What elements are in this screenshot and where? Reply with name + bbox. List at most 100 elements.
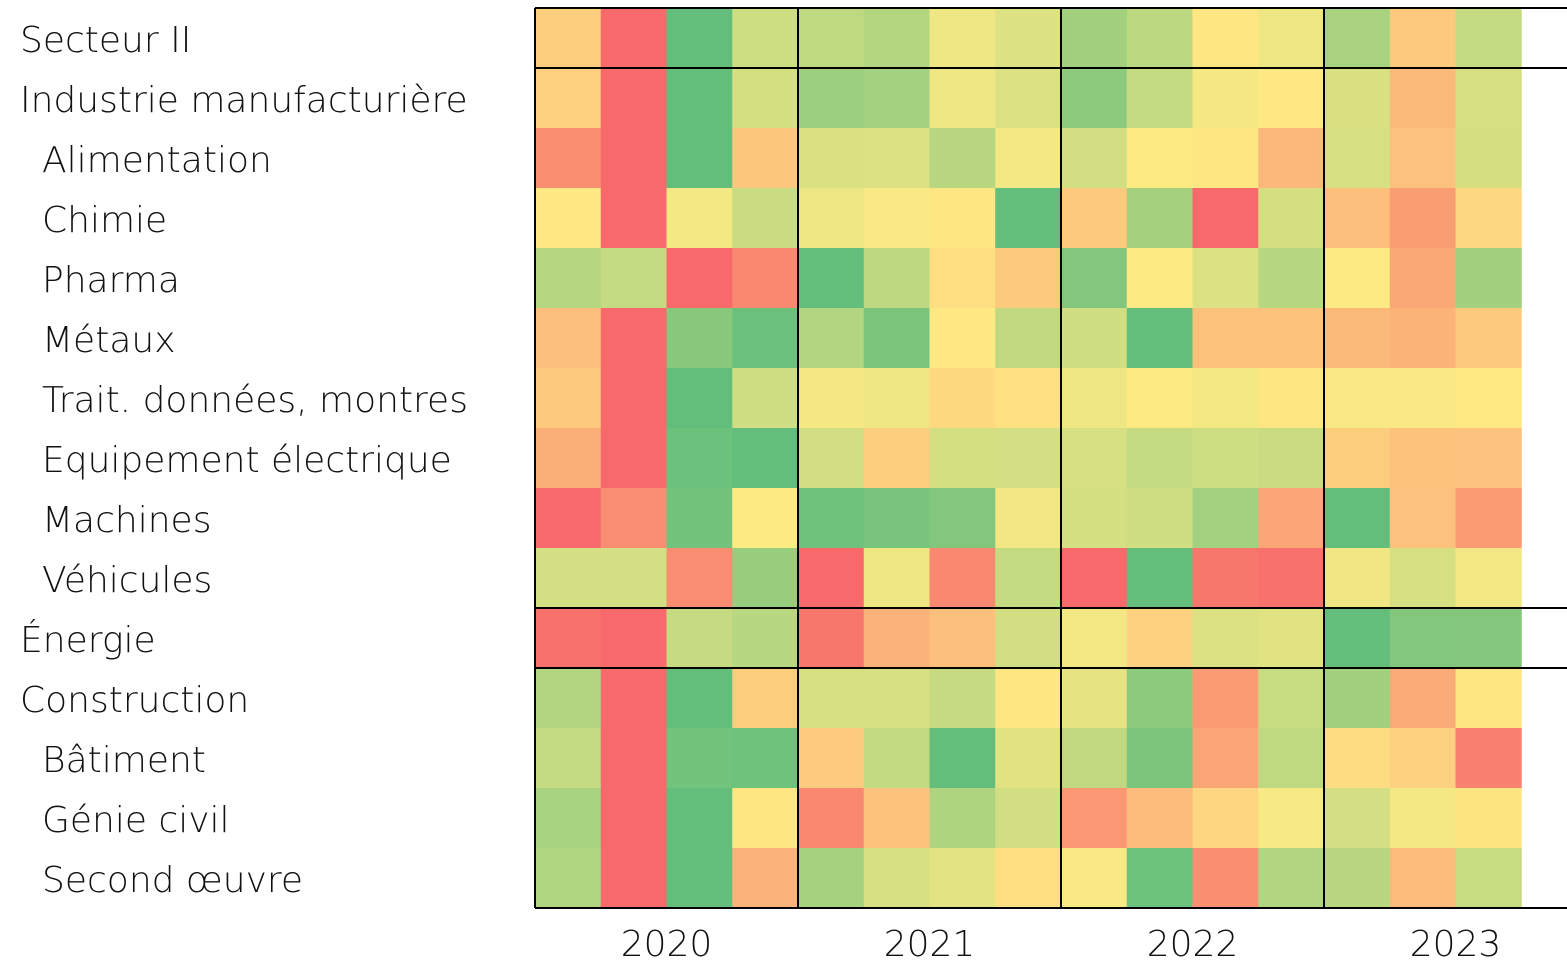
heatmap-cell [1192,668,1259,729]
heatmap-cell [732,788,799,849]
row-label: Equipement électrique [42,440,452,481]
heatmap-cell [929,68,996,129]
heatmap-cell [1324,488,1391,549]
heatmap-cell [995,548,1062,609]
heatmap-cell [1061,848,1128,909]
heatmap-cell [666,368,733,429]
heatmap-cell [600,8,667,69]
heatmap-cell [1061,68,1128,129]
heatmap-cell [666,8,733,69]
heatmap-cell [1126,8,1193,69]
heatmap-cell [666,128,733,189]
heatmap-cell [1258,308,1325,369]
heatmap-cell [1324,68,1391,129]
heatmap-cell [1389,728,1456,789]
heatmap-cell [995,848,1062,909]
heatmap-cell [1324,608,1391,669]
heatmap-cell [995,188,1062,249]
heatmap-cell [929,128,996,189]
heatmap-cell [535,548,602,609]
heatmap-cell [1192,8,1259,69]
heatmap-cell [1061,248,1128,309]
heatmap-cell [600,188,667,249]
heatmap-cell [535,848,602,909]
heatmap-cell [535,368,602,429]
heatmap-cell [535,8,602,69]
heatmap-cell [666,548,733,609]
heatmap-cell [600,68,667,129]
heatmap-cell [1258,548,1325,609]
heatmap-cell [798,428,865,489]
heatmap-cell [929,368,996,429]
heatmap-cell [1455,428,1522,489]
heatmap-cell [1324,848,1391,909]
heatmap-cell [600,848,667,909]
heatmap-cell [929,188,996,249]
heatmap-cell [798,668,865,729]
row-label: Pharma [42,260,180,301]
heatmap-cell [1324,128,1391,189]
heatmap-cell [798,308,865,369]
heatmap-cell [1192,68,1259,129]
heatmap-cell [1389,668,1456,729]
heatmap-cell [1389,608,1456,669]
heatmap-cell [1192,308,1259,369]
heatmap-cell [1192,368,1259,429]
heatmap-cell [929,848,996,909]
heatmap-cell [1126,368,1193,429]
heatmap-cell [1258,68,1325,129]
heatmap-cell [666,248,733,309]
heatmap-cell [666,428,733,489]
heatmap-cell [1192,728,1259,789]
heatmap-cell [1258,428,1325,489]
heatmap-cell [1061,728,1128,789]
heatmap-cell [732,728,799,789]
heatmap-cell [732,488,799,549]
heatmap-cell [1192,488,1259,549]
heatmap-cell [798,728,865,789]
heatmap-cell [732,368,799,429]
row-label: Alimentation [42,140,272,181]
heatmap-cell [1126,668,1193,729]
heatmap-cell [1389,68,1456,129]
heatmap-cell [929,608,996,669]
heatmap-cell [1324,788,1391,849]
heatmap-cell [1455,188,1522,249]
heatmap-cell [995,608,1062,669]
heatmap-cell [929,788,996,849]
heatmap-cell [1192,548,1259,609]
heatmap-cell [1192,188,1259,249]
row-label: Secteur II [20,20,191,61]
heatmap-cell [600,428,667,489]
heatmap-cell [535,788,602,849]
heatmap-cell [929,308,996,369]
heatmap-cell [1455,728,1522,789]
heatmap-cell [798,248,865,309]
heatmap-cell [929,728,996,789]
row-label: Second œuvre [42,860,303,901]
heatmap-cell [863,308,930,369]
heatmap-cell [863,128,930,189]
heatmap-cell [798,788,865,849]
heatmap-cell [1126,728,1193,789]
heatmap-cell [732,128,799,189]
heatmap-cell [666,788,733,849]
x-group-label: 2023 [1410,924,1502,965]
heatmap-cell [1324,548,1391,609]
heatmap-cell [1389,308,1456,369]
heatmap-cell [732,668,799,729]
heatmap-cell [600,488,667,549]
heatmap-cell [732,608,799,669]
heatmap-cell [1389,428,1456,489]
heatmap-cell [1061,668,1128,729]
heatmap-cell [1126,128,1193,189]
row-label: Véhicules [42,560,212,601]
heatmap-cell [1455,668,1522,729]
heatmap-cell [863,68,930,129]
heatmap-cell [929,248,996,309]
row-label: Machines [42,500,211,541]
heatmap-cell [863,548,930,609]
heatmap-cell [1455,608,1522,669]
heatmap-cell [600,668,667,729]
heatmap-cell [1192,848,1259,909]
